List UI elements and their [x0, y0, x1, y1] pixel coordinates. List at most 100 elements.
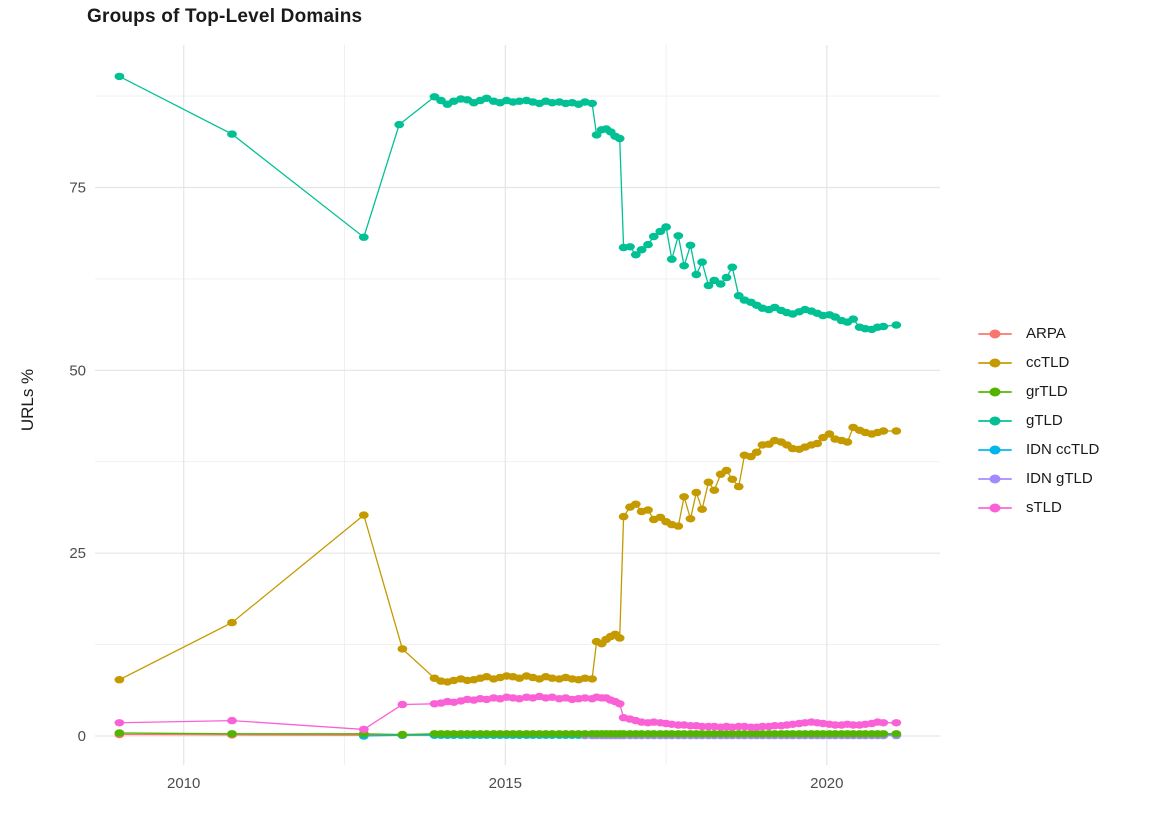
data-point — [227, 618, 237, 627]
legend-key-dot-icon — [989, 387, 1001, 396]
data-point — [812, 439, 823, 448]
data-point — [547, 730, 558, 738]
data-point — [673, 522, 684, 530]
data-point — [691, 488, 702, 497]
y-tick-label: 25 — [69, 545, 86, 562]
data-point — [891, 321, 902, 329]
data-point — [715, 280, 726, 288]
legend: ARPA ccTLD grTLD gTLD IDN ccTLD IDN gTLD sTLD — [976, 319, 1099, 522]
data-point — [673, 232, 684, 240]
data-point — [679, 493, 689, 501]
data-point — [721, 466, 732, 475]
legend-key-dot-icon — [989, 358, 1001, 367]
data-point — [643, 506, 653, 514]
y-tick-label: 75 — [69, 180, 86, 197]
data-point — [481, 730, 492, 738]
data-point — [891, 427, 902, 435]
data-point — [591, 131, 602, 139]
series-stld — [114, 692, 902, 734]
data-point — [114, 729, 125, 737]
data-point — [614, 134, 625, 143]
data-point — [227, 716, 237, 725]
legend-key-dot-icon — [989, 329, 1001, 338]
data-point — [697, 505, 707, 513]
series-line — [119, 426, 897, 683]
data-point — [358, 511, 369, 519]
data-point — [727, 263, 738, 271]
data-point — [614, 700, 625, 708]
legend-item-stld: sTLD — [976, 493, 1099, 522]
legend-label: IDN gTLD — [1026, 470, 1093, 487]
data-point — [397, 730, 408, 739]
data-point — [397, 700, 408, 709]
data-point — [587, 99, 597, 108]
legend-key — [976, 470, 1014, 488]
legend-key — [976, 383, 1014, 401]
legend-key — [976, 441, 1014, 459]
data-point — [691, 270, 702, 279]
data-point — [721, 273, 732, 282]
data-point — [580, 730, 590, 738]
legend-item-grtld: grTLD — [976, 377, 1099, 406]
data-point — [114, 676, 125, 684]
data-point — [397, 645, 408, 653]
data-point — [697, 258, 707, 266]
data-point — [587, 675, 597, 683]
x-tick-label: 2015 — [489, 775, 522, 792]
data-point — [878, 730, 889, 738]
data-point — [394, 120, 405, 129]
y-tick-label: 50 — [69, 362, 86, 379]
legend-key-dot-icon — [989, 474, 1001, 483]
data-point — [614, 634, 625, 642]
y-tick-label: 0 — [78, 728, 86, 745]
data-point — [848, 315, 859, 323]
legend-key — [976, 499, 1014, 517]
legend-key-dot-icon — [989, 445, 1001, 454]
legend-label: grTLD — [1026, 383, 1068, 400]
data-point — [891, 719, 902, 727]
legend-item-gtld: gTLD — [976, 406, 1099, 435]
data-point — [842, 438, 853, 446]
legend-key-dot-icon — [989, 503, 1001, 512]
data-point — [227, 730, 237, 738]
data-point — [824, 430, 835, 438]
legend-label: gTLD — [1026, 412, 1063, 429]
data-point — [703, 281, 714, 290]
series-line — [119, 75, 897, 331]
data-point — [514, 730, 525, 738]
series-gtld — [114, 72, 902, 334]
data-point — [448, 730, 459, 738]
legend-item-cctld: ccTLD — [976, 348, 1099, 377]
data-point — [727, 475, 738, 483]
data-point — [114, 719, 125, 727]
data-point — [630, 500, 641, 508]
legend-key — [976, 412, 1014, 430]
data-point — [666, 255, 677, 263]
data-point — [679, 262, 689, 270]
data-point — [878, 322, 889, 331]
legend-key — [976, 325, 1014, 343]
x-tick-label: 2020 — [810, 775, 843, 792]
data-point — [648, 232, 659, 241]
series-cctld — [114, 423, 902, 686]
data-point — [227, 130, 237, 138]
data-point — [685, 515, 696, 523]
legend-label: IDN ccTLD — [1026, 441, 1100, 458]
data-point — [878, 719, 889, 727]
data-point — [891, 730, 902, 738]
legend-label: ARPA — [1026, 325, 1066, 342]
legend-item-arpa: ARPA — [976, 319, 1099, 348]
legend-item-idn-cctld: IDN ccTLD — [976, 435, 1099, 464]
legend-label: ccTLD — [1026, 354, 1070, 371]
data-point — [636, 246, 647, 254]
data-point — [625, 243, 635, 251]
data-point — [709, 486, 720, 494]
data-point — [643, 240, 653, 249]
legend-label: sTLD — [1026, 499, 1062, 516]
data-point — [114, 72, 125, 81]
data-point — [685, 241, 696, 249]
data-point — [733, 482, 744, 491]
data-point — [618, 512, 629, 521]
